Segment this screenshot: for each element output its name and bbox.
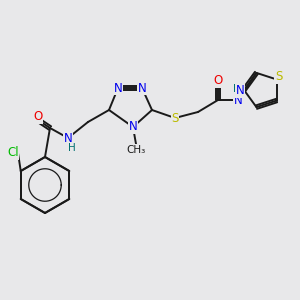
Text: N: N: [129, 121, 137, 134]
Text: N: N: [234, 94, 242, 106]
Text: S: S: [171, 112, 179, 124]
Text: N: N: [138, 82, 146, 94]
Text: O: O: [33, 110, 43, 124]
Text: H: H: [233, 84, 241, 94]
Text: H: H: [68, 143, 76, 153]
Text: N: N: [64, 131, 72, 145]
Text: Cl: Cl: [7, 146, 19, 160]
Text: CH₃: CH₃: [126, 145, 146, 155]
Text: N: N: [114, 82, 122, 94]
Text: N: N: [236, 85, 244, 98]
Text: S: S: [275, 70, 282, 83]
Text: O: O: [213, 74, 223, 88]
